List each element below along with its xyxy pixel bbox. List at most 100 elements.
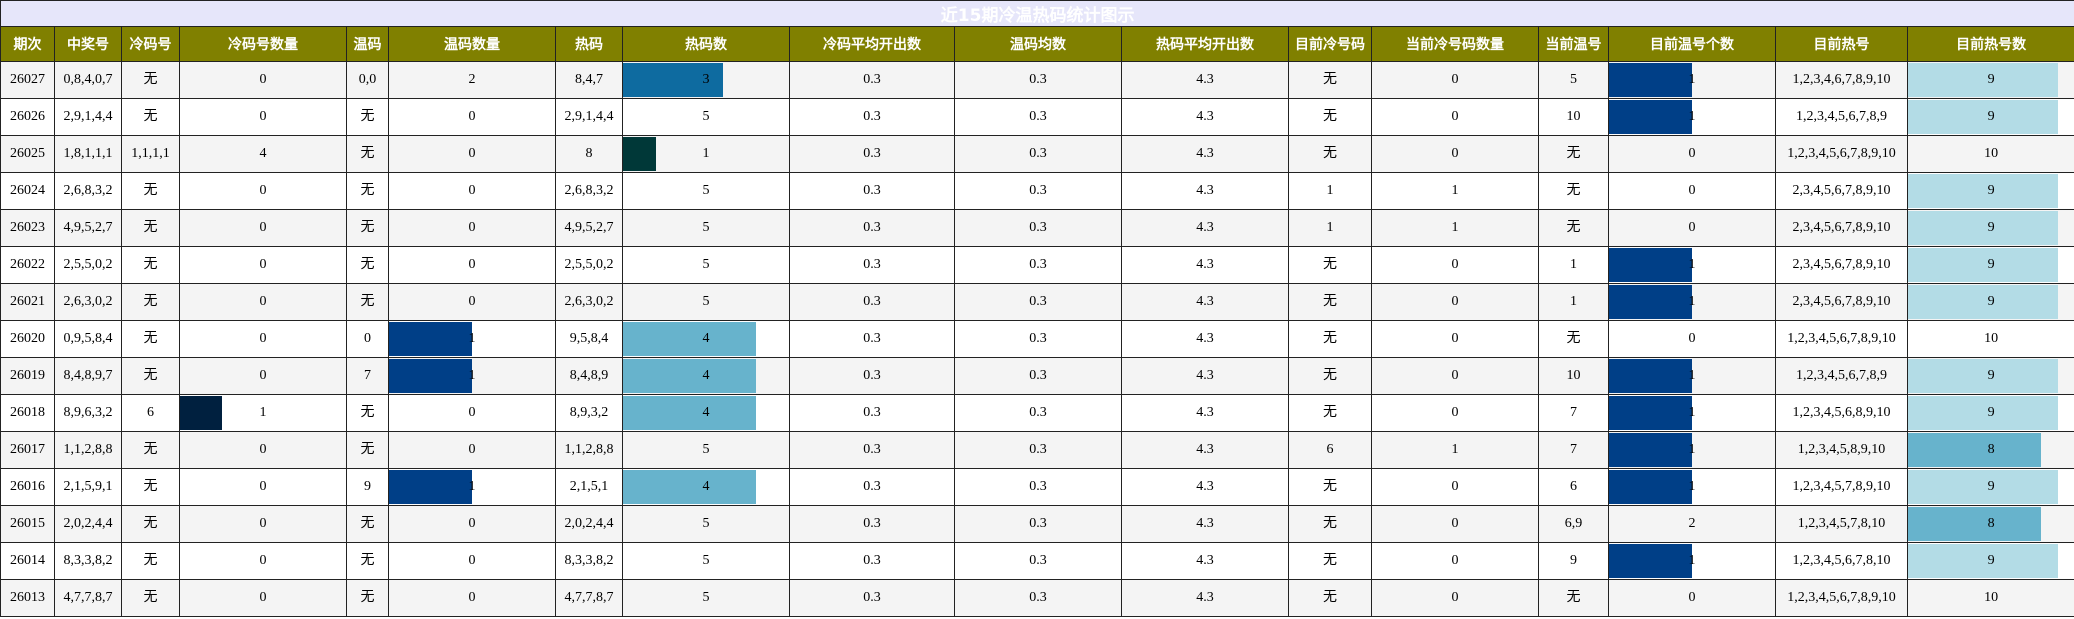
table-cell: 9 [1906, 172, 2074, 210]
cell-text: 26015 [10, 516, 45, 531]
cell-box: 26019 [2, 359, 54, 394]
cell-box: 0 [1610, 174, 1775, 209]
table-row: 26015 2,0,2,4,4 无 0 无 0 2,0,2,4,4 5 0.3 0.3 4.3 无 0 6… [0, 505, 2074, 543]
table-cell: 5 [622, 431, 790, 469]
table-cell: 0.3 [954, 542, 1122, 580]
table-cell: 0.3 [954, 283, 1122, 321]
cell-text: 7 [1570, 405, 1577, 420]
table-cell: 0.3 [954, 579, 1122, 617]
cell-text: 26025 [10, 146, 45, 161]
cell-text: 10 [1566, 368, 1581, 383]
cell-box: 5 [624, 507, 789, 542]
table-cell: 8,4,8,9 [555, 357, 623, 395]
table-row: 26022 2,5,5,0,2 无 0 无 0 2,5,5,0,2 5 0.3 0.3 4.3 无 0 1… [0, 246, 2074, 284]
cell-box: 0 [390, 211, 555, 246]
cell-box: 1 [1609, 100, 1775, 135]
table-cell: 5 [622, 209, 790, 247]
cell-text: 26020 [10, 331, 45, 346]
cell-box: 9 [1908, 544, 2074, 579]
cell-text: 1 [1688, 109, 1696, 124]
cell-text: 0,8,4,0,7 [63, 72, 113, 87]
table-cell: 无 [1288, 320, 1372, 358]
cell-box: 2,3,4,5,6,7,8,9,10 [1777, 211, 1907, 246]
table-cell: 无 [1538, 172, 1609, 210]
column-header: 冷码号数量 [179, 26, 347, 62]
cell-box: 0.3 [791, 248, 954, 283]
cell-text: 0 [1451, 109, 1459, 124]
table-cell: 1 [622, 135, 790, 173]
table-cell: 4 [622, 468, 790, 506]
cell-text: 26013 [10, 590, 45, 605]
cell-text: 2,1,5,9,1 [63, 479, 113, 494]
cell-text: 2,0,2,4,4 [564, 516, 614, 531]
cell-box: 9 [1908, 63, 2074, 98]
cell-text: 无 [1566, 146, 1581, 161]
table-cell: 无 [121, 320, 180, 358]
cell-text: 8,3,3,8,2 [63, 553, 113, 568]
cell-text: 1 [1688, 479, 1696, 494]
cell-box: 4.3 [1123, 396, 1288, 431]
data-bar [1609, 396, 1692, 430]
cell-text: 1 [1688, 294, 1696, 309]
cell-box: 6 [123, 396, 179, 431]
cell-box: 1,2,3,4,5,7,8,9,10 [1777, 470, 1907, 505]
table-cell: 0.3 [954, 135, 1122, 173]
cell-box: 无 [1540, 581, 1608, 616]
table-cell: 0.3 [954, 98, 1122, 136]
cell-box: 1 [1609, 544, 1775, 579]
cell-text: 1,1,1,1 [131, 146, 170, 161]
table-cell: 4.3 [1121, 320, 1289, 358]
cell-text: 无 [1323, 146, 1337, 161]
cell-box: 0 [181, 285, 346, 320]
table-cell: 无 [1288, 61, 1372, 99]
cell-text: 0.3 [863, 405, 881, 420]
cell-box: 0,8,4,0,7 [56, 63, 121, 98]
cell-box: 1 [1290, 174, 1371, 209]
cell-text: 9 [1987, 109, 1995, 124]
cell-text: 0 [1688, 183, 1696, 198]
table-cell: 2,6,8,3,2 [54, 172, 122, 210]
table-cell: 无 [1288, 468, 1372, 506]
cell-text: 8,9,3,2 [569, 405, 609, 420]
table-row: 26024 2,6,8,3,2 无 0 无 0 2,6,8,3,2 5 0.3 0.3 4.3 1 1 无… [0, 172, 2074, 210]
cell-text: 1 [1688, 553, 1696, 568]
table-cell: 0.3 [789, 209, 955, 247]
cell-box: 0.3 [956, 470, 1121, 505]
cell-text: 6 [147, 405, 154, 420]
cell-box: 0 [390, 507, 555, 542]
cell-box: 1 [1373, 211, 1538, 246]
cell-box: 2,5,5,0,2 [557, 248, 622, 283]
table-cell: 5 [622, 579, 790, 617]
cell-box: 0 [1373, 396, 1538, 431]
cell-text: 0.3 [863, 590, 881, 605]
cell-text: 0 [468, 553, 476, 568]
cell-box: 2,9,1,4,4 [56, 100, 121, 135]
cell-text: 0 [259, 590, 267, 605]
cell-box: 无 [1290, 63, 1371, 98]
cell-text: 26022 [10, 257, 45, 272]
column-header: 当前冷号码数量 [1371, 26, 1539, 62]
cell-box: 3 [623, 63, 789, 98]
cell-text: 无 [143, 590, 158, 605]
cell-text: 0 [259, 479, 267, 494]
cell-text: 4.3 [1196, 220, 1214, 235]
table-cell: 8,9,3,2 [555, 394, 623, 432]
cell-text: 4.3 [1196, 183, 1214, 198]
cell-text: 0.3 [863, 294, 881, 309]
cell-text: 0.3 [1029, 516, 1047, 531]
table-cell: 0.3 [789, 61, 955, 99]
table-cell: 1 [1608, 542, 1776, 580]
cell-box: 0.3 [956, 137, 1121, 172]
table-cell: 0.3 [954, 320, 1122, 358]
cell-box: 0 [1373, 470, 1538, 505]
cell-box: 6 [1540, 470, 1608, 505]
cell-box: 0 [181, 63, 346, 98]
cell-box: 8 [1908, 507, 2074, 542]
cell-text: 1,2,3,4,5,6,7,8,9 [1796, 109, 1887, 124]
cell-box: 26021 [2, 285, 54, 320]
cell-text: 8 [585, 146, 593, 161]
cell-box: 1 [389, 359, 555, 394]
table-cell: 1 [1608, 431, 1776, 469]
table-cell: 9 [1906, 98, 2074, 136]
